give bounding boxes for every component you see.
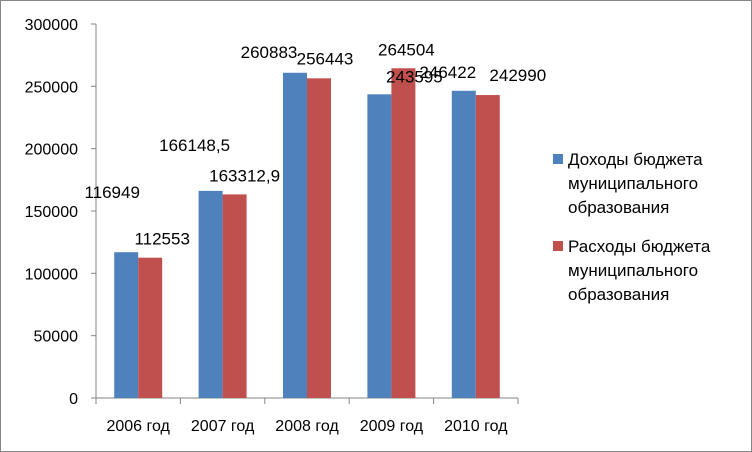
legend-label: Доходы бюджета [568,150,703,169]
bar [367,94,392,398]
y-tick-label: 100000 [25,266,78,283]
bar [451,90,476,398]
data-label: 116949 [84,183,139,202]
data-label: 264504 [378,40,435,59]
data-label: 256443 [297,49,354,68]
bar [114,252,139,398]
x-tick-label: 2006 год [106,418,170,435]
bar [307,78,331,399]
bar [283,72,307,398]
y-tick-label: 50000 [34,329,79,346]
bar [391,68,416,398]
bars [114,68,500,399]
y-tick-label: 250000 [25,79,78,96]
y-tick-label: 300000 [25,17,78,34]
data-label: 166148,5 [159,136,230,155]
y-tick-label: 150000 [25,204,78,221]
data-label: 163312,9 [209,166,280,185]
bar [475,95,500,399]
legend-swatch [553,241,563,251]
bar [222,194,247,398]
legend-label: муниципального [568,174,698,193]
data-label: 242990 [489,66,546,85]
data-label: 260883 [241,43,298,62]
y-tick-label: 200000 [25,142,78,159]
legend-label: образования [568,198,669,217]
legend: Доходы бюджета муниципального образования Р… [553,150,711,304]
y-axis: 0 50000 100000 150000 200000 250000 300000 [25,17,97,408]
legend-label: образования [568,285,669,304]
data-label: 243595 [386,67,443,86]
x-axis: 2006 год 2007 год 2008 год 2009 год 2010 год [95,397,519,435]
data-label: 246422 [419,63,476,82]
legend-label: Расходы бюджета [568,237,711,256]
legend-swatch [553,154,563,164]
bar [138,257,163,398]
x-tick-label: 2009 год [360,418,424,435]
x-tick-label: 2007 год [191,418,255,435]
x-tick-label: 2008 год [275,418,339,435]
bar [198,190,223,398]
x-tick-label: 2010 год [444,418,508,435]
legend-label: муниципального [568,261,698,280]
y-tick-label: 0 [69,391,78,408]
data-label: 112553 [134,230,189,249]
